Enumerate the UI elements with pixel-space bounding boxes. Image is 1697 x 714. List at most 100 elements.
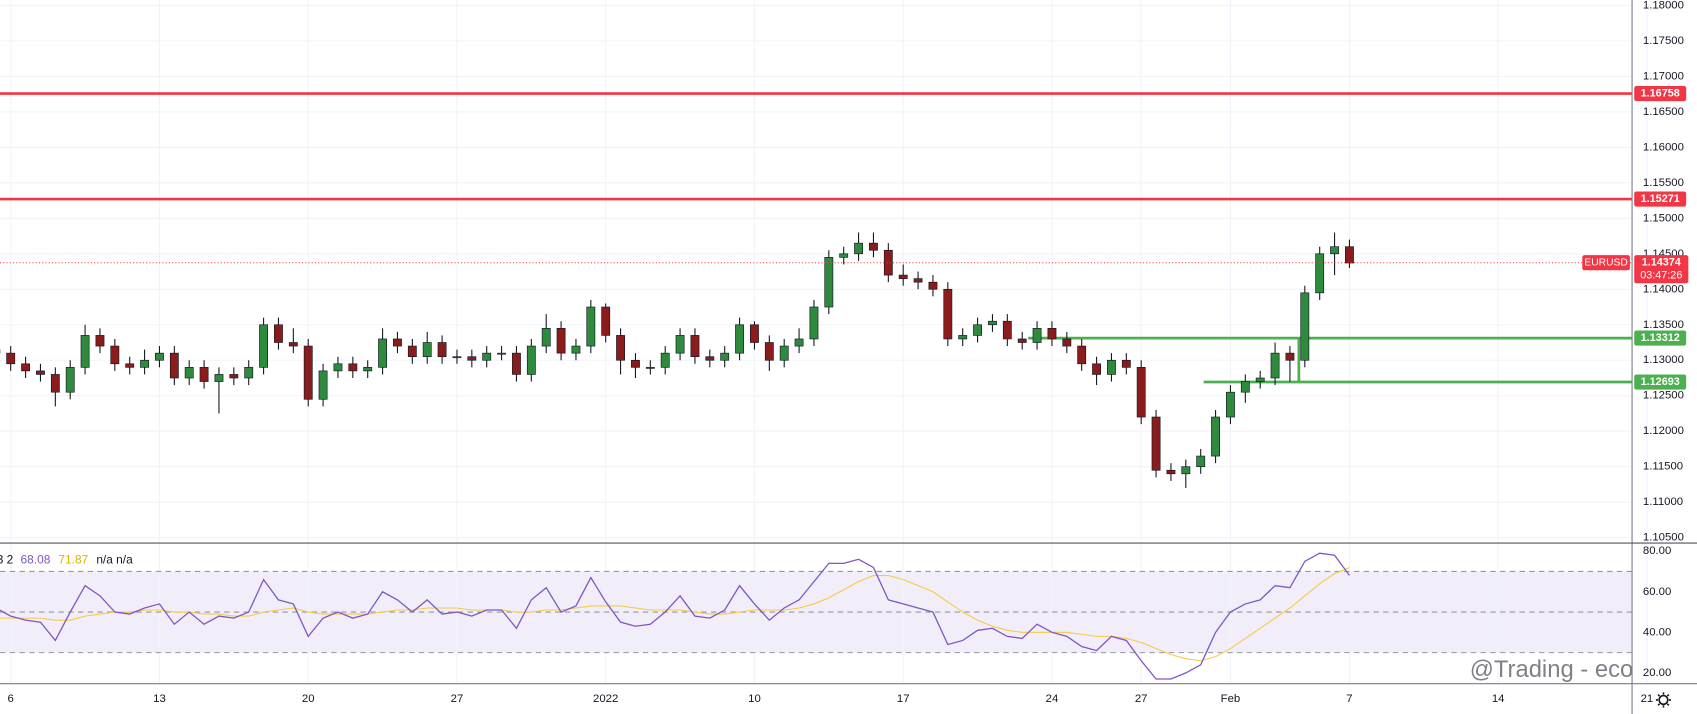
candle-body <box>631 359 640 368</box>
watermark: @Trading - eco <box>1470 656 1634 683</box>
candle-body <box>973 324 982 336</box>
settings-icon[interactable] <box>1655 692 1672 708</box>
candle-body <box>169 352 179 379</box>
level-label-box <box>1634 330 1687 346</box>
candle-body <box>943 288 953 340</box>
candle-body <box>526 345 536 375</box>
candle-body <box>720 352 730 361</box>
candle-body <box>318 370 328 400</box>
last-price-box <box>1634 255 1689 284</box>
candle-body <box>407 345 417 358</box>
candle-body <box>883 249 893 276</box>
candle-body <box>1136 367 1146 418</box>
candle-body <box>1196 455 1206 468</box>
candle-body <box>80 335 90 368</box>
candle-body <box>1032 327 1042 343</box>
y-tick-label: 1.12000 <box>1643 425 1684 437</box>
candle-body <box>854 242 863 255</box>
candle-body <box>1062 338 1072 347</box>
candle-body <box>1226 391 1235 418</box>
y-tick-label: 1.11000 <box>1643 496 1683 508</box>
candle-body <box>1151 416 1161 471</box>
candle-body <box>65 367 75 393</box>
x-tick-label: 20 <box>302 693 315 705</box>
candle-body <box>958 335 968 340</box>
level-label-box <box>1634 85 1687 102</box>
candle-body <box>898 274 908 279</box>
y-tick-label: 1.13500 <box>1643 319 1684 331</box>
candle-body <box>497 352 506 355</box>
candle-body <box>1092 363 1101 375</box>
candle-body <box>512 352 521 375</box>
candle-body <box>1300 292 1310 361</box>
candle-body <box>184 367 194 379</box>
rsi-tick-label: 40.00 <box>1643 626 1671 638</box>
candle-body <box>482 352 492 361</box>
x-tick-label: 14 <box>1492 693 1505 705</box>
candle-body <box>1345 246 1354 264</box>
candle-body <box>1107 359 1116 375</box>
candle-body <box>541 327 551 347</box>
candle-body <box>244 367 254 379</box>
candle-body <box>1211 416 1220 457</box>
level-label: 1.13312 <box>1641 332 1680 344</box>
y-tick-label: 1.16500 <box>1643 106 1684 118</box>
x-tick-label: Feb <box>1221 693 1241 705</box>
candle-body <box>303 345 313 400</box>
rsi-line <box>0 552 1350 680</box>
y-tick-label: 1.14500 <box>1643 248 1684 260</box>
y-tick-label: 1.17500 <box>1643 35 1684 47</box>
candle-body <box>839 253 849 258</box>
candle-body <box>794 338 804 347</box>
x-tick-label: 2022 <box>593 693 618 705</box>
y-tick-label: 1.17000 <box>1643 70 1684 82</box>
level-label-box <box>1634 191 1687 207</box>
candle-body <box>660 352 670 368</box>
candle-body <box>259 324 268 368</box>
last-price-label: 1.14374 <box>1642 257 1681 269</box>
candle-body <box>50 374 60 393</box>
candle-body <box>571 345 581 354</box>
candle-body <box>1181 466 1191 475</box>
candle-body <box>645 367 655 369</box>
x-tick-label: 27 <box>1135 693 1148 705</box>
y-tick-label: 1.16000 <box>1643 141 1684 153</box>
countdown-label: 03:47:26 <box>1640 270 1682 282</box>
symbol-tag <box>1582 255 1630 271</box>
y-tick-label: 1.13000 <box>1643 354 1684 366</box>
rsi-tick-label: 80.00 <box>1643 545 1671 557</box>
candle-body <box>809 306 819 340</box>
level-label: 1.16758 <box>1641 87 1680 99</box>
candle-body <box>764 342 774 361</box>
y-tick-label: 1.15000 <box>1643 212 1684 224</box>
candle-body <box>378 338 387 368</box>
candle-body <box>348 363 358 372</box>
rsi-legend-prefix: 3 2 <box>0 553 14 567</box>
rsi-legend-ma: 71.87 <box>58 553 88 567</box>
candle-body <box>1002 320 1012 340</box>
candle-body <box>21 363 30 372</box>
x-tick-label: 7 <box>1346 693 1352 705</box>
candle-body <box>155 352 164 361</box>
candle-body <box>586 306 596 347</box>
gear-teeth <box>1655 692 1672 708</box>
candle-body <box>601 306 611 336</box>
rsi-band <box>0 571 1633 653</box>
candle-body <box>928 281 938 290</box>
level-label: 1.15271 <box>1641 193 1680 205</box>
x-tick-label: 10 <box>748 693 761 705</box>
candle-body <box>705 356 715 361</box>
y-tick-label: 1.18000 <box>1643 0 1684 11</box>
candle-body <box>36 370 45 375</box>
candle-body <box>214 374 224 382</box>
candle-body <box>452 356 462 359</box>
rsi-ma-line <box>0 567 1350 662</box>
candle-body <box>1315 253 1325 294</box>
candle-body <box>229 374 239 379</box>
candle-body <box>824 257 834 308</box>
candle-body <box>675 335 685 354</box>
candle-body <box>125 363 135 368</box>
